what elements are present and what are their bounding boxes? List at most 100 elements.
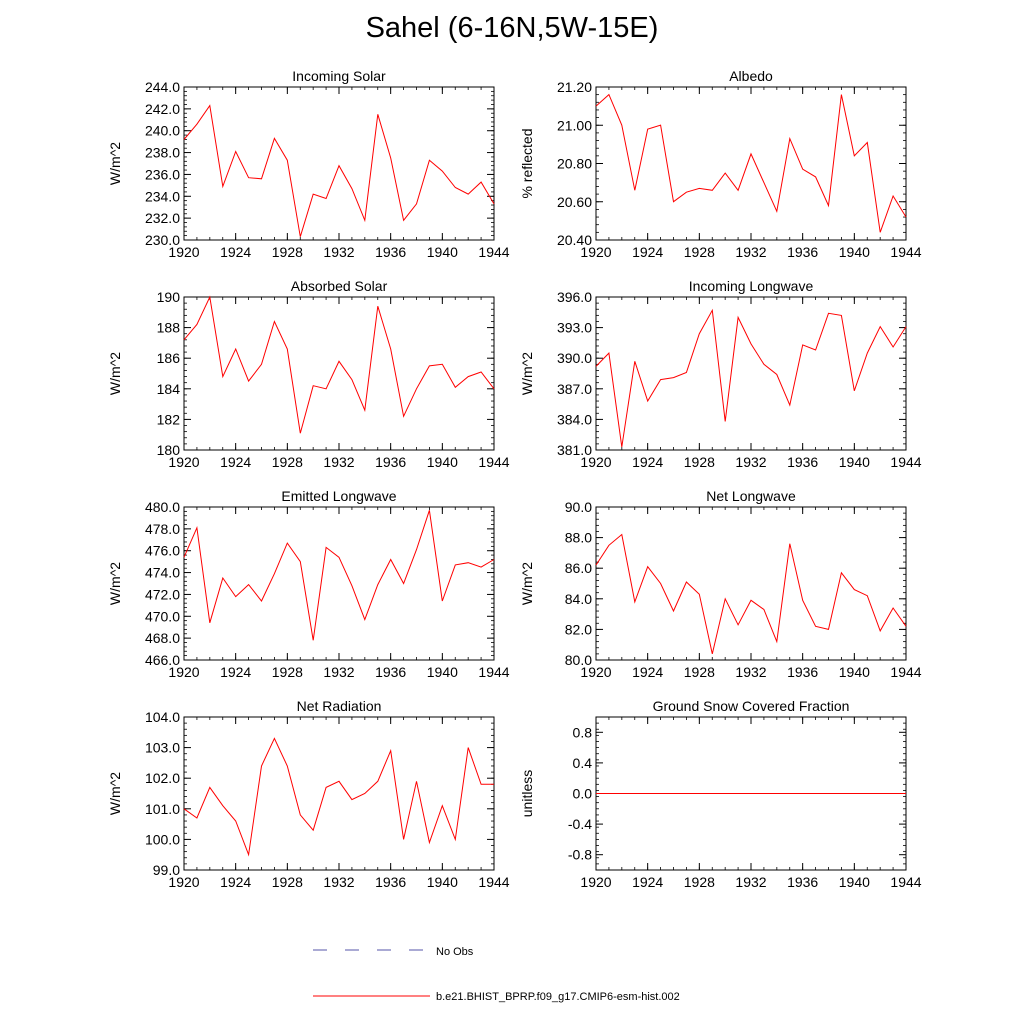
y-tick-label: 182 — [157, 411, 181, 427]
x-tick-label: 1932 — [735, 874, 766, 890]
y-tick-label: 238.0 — [145, 145, 180, 161]
panel-7: Net Radiation W/m^2 1920 1924 1928 1932 1936 19… — [107, 698, 510, 890]
x-tick-label: 1940 — [427, 664, 458, 680]
x-tick-label: 1932 — [323, 454, 354, 470]
y-tick-label: -0.4 — [568, 816, 592, 832]
x-tick-label: 1924 — [220, 664, 251, 680]
series-line — [183, 104, 495, 237]
x-tick-label: 1936 — [787, 874, 818, 890]
x-tick-label: 1924 — [632, 454, 663, 470]
y-tick-label: 234.0 — [145, 188, 180, 204]
legend-model-label: b.e21.BHIST_BPRP.f09_g17.CMIP6-esm-hist.… — [436, 991, 680, 1003]
x-tick-label: 1944 — [890, 664, 921, 680]
x-tick-label: 1920 — [168, 244, 199, 260]
y-tick-label: 21.00 — [557, 117, 592, 133]
y-tick-label: 99.0 — [153, 862, 180, 878]
series-line — [183, 737, 494, 857]
panel-title: Net Radiation — [297, 698, 382, 714]
y-tick-label: 20.80 — [557, 156, 592, 172]
y-tick-label: 393.0 — [557, 320, 592, 336]
x-tick-label: 1920 — [580, 454, 611, 470]
y-tick-label: 88.0 — [565, 530, 592, 546]
x-tick-label: 1928 — [272, 454, 303, 470]
plot-frame — [595, 86, 907, 241]
figure-title: Sahel (6-16N,5W-15E) — [365, 12, 659, 44]
panel-8: Ground Snow Covered Fraction unitless 1920… — [519, 698, 922, 890]
y-tick-label: -0.8 — [568, 847, 592, 863]
x-tick-label: 1924 — [632, 244, 663, 260]
y-tick-label: 104.0 — [145, 709, 180, 725]
y-tick-label: 230.0 — [145, 232, 180, 248]
panel-6: Net Longwave W/m^2 1920 1924 1928 1932 1936 194… — [519, 488, 922, 680]
y-tick-label: 103.0 — [145, 740, 180, 756]
y-axis-label: W/m^2 — [107, 772, 123, 815]
x-tick-label: 1928 — [272, 664, 303, 680]
panel-title: Ground Snow Covered Fraction — [653, 698, 850, 714]
y-tick-label: 100.0 — [145, 831, 180, 847]
x-tick-label: 1932 — [735, 244, 766, 260]
y-tick-label: 384.0 — [557, 411, 592, 427]
x-tick-label: 1940 — [427, 244, 458, 260]
y-axis-label: W/m^2 — [107, 142, 123, 185]
y-tick-label: 101.0 — [145, 801, 180, 817]
y-tick-label: 21.20 — [557, 79, 592, 95]
y-tick-label: 476.0 — [145, 543, 180, 559]
plot-frame — [183, 506, 495, 661]
x-tick-label: 1940 — [427, 874, 458, 890]
panel-5: Emitted Longwave W/m^2 1920 1924 1928 1932 193… — [107, 488, 510, 680]
x-tick-label: 1924 — [220, 874, 251, 890]
y-tick-label: 180 — [157, 442, 181, 458]
y-axis-label: W/m^2 — [107, 352, 123, 395]
panel-title: Albedo — [729, 68, 773, 84]
x-tick-label: 1920 — [168, 664, 199, 680]
y-tick-label: 80.0 — [565, 652, 592, 668]
x-tick-label: 1920 — [168, 454, 199, 470]
series-line — [595, 93, 907, 233]
x-tick-label: 1940 — [839, 664, 870, 680]
y-tick-label: 90.0 — [565, 499, 592, 515]
x-tick-label: 1936 — [787, 664, 818, 680]
y-tick-label: 232.0 — [145, 210, 180, 226]
x-tick-label: 1924 — [632, 874, 663, 890]
x-tick-label: 1932 — [735, 664, 766, 680]
x-tick-label: 1924 — [632, 664, 663, 680]
x-tick-label: 1932 — [323, 244, 354, 260]
x-tick-label: 1928 — [684, 874, 715, 890]
x-tick-label: 1944 — [478, 874, 509, 890]
y-axis-label: W/m^2 — [519, 352, 535, 395]
y-tick-label: 470.0 — [145, 608, 180, 624]
plot-frame — [595, 506, 907, 661]
plot-frame — [183, 86, 495, 241]
x-tick-label: 1928 — [684, 244, 715, 260]
panel-2: Albedo % reflected 1920 1924 1928 1932 1936 194… — [519, 68, 922, 260]
y-tick-label: 480.0 — [145, 499, 180, 515]
x-tick-label: 1928 — [684, 454, 715, 470]
y-tick-label: 381.0 — [557, 442, 592, 458]
panel-title: Incoming Solar — [292, 68, 386, 84]
y-tick-label: 20.60 — [557, 194, 592, 210]
panel-4: Incoming Longwave W/m^2 1920 1924 1928 1932 19… — [519, 278, 922, 470]
y-tick-label: 240.0 — [145, 123, 180, 139]
y-tick-label: 82.0 — [565, 621, 592, 637]
panel-title: Net Longwave — [706, 488, 796, 504]
y-tick-label: 84.0 — [565, 591, 592, 607]
panel-title: Emitted Longwave — [281, 488, 396, 504]
y-tick-label: 236.0 — [145, 166, 180, 182]
y-tick-label: 20.40 — [557, 232, 592, 248]
x-tick-label: 1940 — [839, 874, 870, 890]
panel-3: Absorbed Solar W/m^2 1920 1924 1928 1932 1936 1… — [107, 278, 510, 470]
y-tick-label: 390.0 — [557, 350, 592, 366]
y-tick-label: 186 — [157, 350, 181, 366]
plot-frame — [595, 296, 907, 451]
x-tick-label: 1936 — [375, 244, 406, 260]
x-tick-label: 1944 — [478, 454, 509, 470]
y-tick-label: 188 — [157, 320, 181, 336]
y-tick-label: 0.8 — [573, 724, 593, 740]
y-tick-label: 0.4 — [573, 755, 593, 771]
y-tick-label: 86.0 — [565, 560, 592, 576]
x-tick-label: 1936 — [375, 874, 406, 890]
panel-1: Incoming Solar W/m^2 1920 1924 1928 1932 1936 1… — [107, 68, 510, 260]
x-tick-label: 1936 — [787, 454, 818, 470]
y-tick-label: 478.0 — [145, 521, 180, 537]
